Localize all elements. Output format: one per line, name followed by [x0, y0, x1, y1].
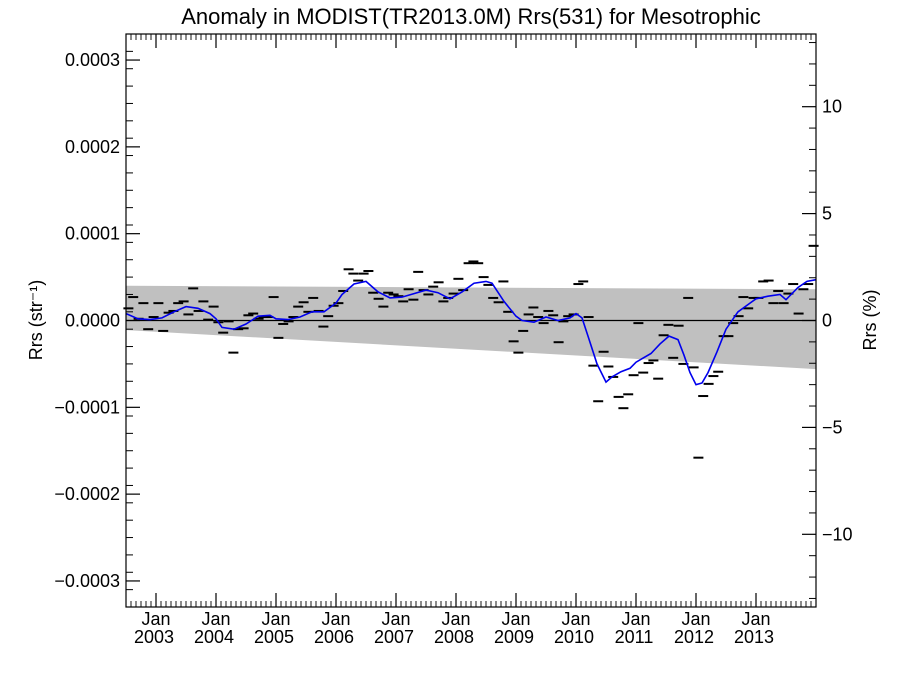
- y-right-tick-label: 10: [822, 97, 842, 117]
- x-tick-month-label: Jan: [741, 609, 770, 629]
- x-tick-year-label: 2008: [434, 627, 474, 647]
- x-tick-month-label: Jan: [381, 609, 410, 629]
- y-left-tick-label: −0.0001: [54, 397, 120, 417]
- x-tick-month-label: Jan: [621, 609, 650, 629]
- x-tick-month-label: Jan: [441, 609, 470, 629]
- running-mean-line: [125, 278, 817, 386]
- x-tick-month-label: Jan: [201, 609, 230, 629]
- x-tick-month-label: Jan: [501, 609, 530, 629]
- x-tick-year-label: 2012: [674, 627, 714, 647]
- y-axis-right-label: Rrs (%): [860, 290, 880, 351]
- x-tick-year-label: 2009: [494, 627, 534, 647]
- y-left-tick-label: 0.0003: [65, 50, 120, 70]
- x-tick-year-label: 2011: [615, 627, 654, 647]
- x-tick-month-label: Jan: [321, 609, 350, 629]
- x-tick-month-label: Jan: [561, 609, 590, 629]
- y-right-tick-label: 0: [822, 311, 832, 331]
- x-axis: Jan2003Jan2004Jan2005Jan2006Jan2007Jan20…: [125, 34, 817, 647]
- y-left-tick-label: 0.0001: [65, 224, 120, 244]
- x-tick-year-label: 2013: [734, 627, 774, 647]
- y-left-tick-label: 0.0002: [65, 137, 120, 157]
- y-axis-right: 10 5 0 −5 −10: [802, 42, 853, 599]
- x-tick-year-label: 2006: [314, 627, 354, 647]
- y-axis-left: 0.0003 0.0002 0.0001 0.0000 −0.0001 −0.0002 −0…: [54, 33, 140, 608]
- x-tick-month-label: Jan: [261, 609, 290, 629]
- x-tick-year-label: 2004: [194, 627, 234, 647]
- x-tick-month-label: Jan: [681, 609, 710, 629]
- plot-area: [123, 33, 819, 608]
- y-right-tick-label: −5: [822, 417, 843, 437]
- x-tick-year-label: 2010: [554, 627, 594, 647]
- x-tick-month-label: Jan: [141, 609, 170, 629]
- x-tick-year-label: 2005: [254, 627, 294, 647]
- y-left-tick-label: −0.0002: [54, 484, 120, 504]
- confidence-band: [126, 285, 816, 370]
- y-right-tick-label: −10: [822, 524, 853, 544]
- chart-title: Anomaly in MODIST(TR2013.0M) Rrs(531) fo…: [181, 4, 761, 29]
- y-right-tick-label: 5: [822, 204, 832, 224]
- y-axis-left-label: Rrs (str⁻¹): [26, 280, 46, 360]
- x-tick-year-label: 2007: [374, 627, 414, 647]
- y-left-tick-label: 0.0000: [65, 311, 120, 331]
- x-tick-year-label: 2003: [134, 627, 174, 647]
- y-left-tick-label: −0.0003: [54, 571, 120, 591]
